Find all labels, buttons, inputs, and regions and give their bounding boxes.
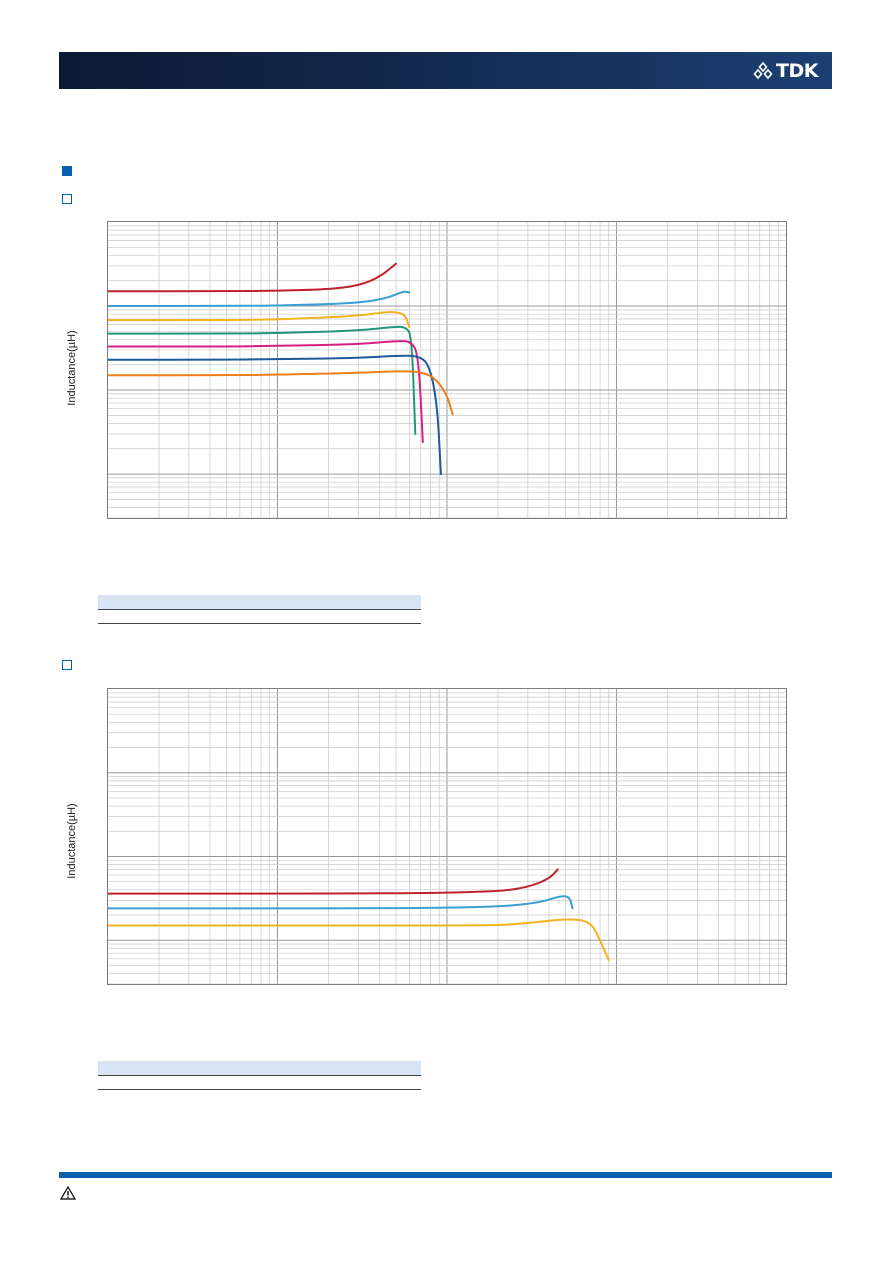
subsection-marker-icon xyxy=(62,194,72,204)
section-marker-icon xyxy=(62,166,72,176)
y-axis-label: Inductance(µH) xyxy=(66,803,78,879)
series-line-1 xyxy=(108,262,397,293)
grid-lines xyxy=(108,689,786,984)
chart-plot-area-1 xyxy=(108,222,786,518)
table-header-row xyxy=(98,1061,421,1075)
series-line-1 xyxy=(108,868,559,895)
series-line-3 xyxy=(108,311,411,329)
series-line-2 xyxy=(108,290,411,307)
series-line-2 xyxy=(108,895,574,910)
subsection-marker-icon xyxy=(62,660,72,670)
grid-lines xyxy=(108,222,786,518)
table-divider xyxy=(98,609,421,610)
series-line-7 xyxy=(108,370,454,416)
footer-bar xyxy=(59,1172,832,1178)
brand-logo: TDK xyxy=(753,61,818,81)
table-divider xyxy=(98,1089,421,1090)
series-line-4 xyxy=(108,325,417,435)
header-bar: TDK xyxy=(59,52,832,89)
inductance-chart-2 xyxy=(107,688,787,985)
inductance-chart-1 xyxy=(107,221,787,519)
series-line-3 xyxy=(108,918,610,961)
series-line-6 xyxy=(108,354,442,476)
table-header-row xyxy=(98,595,421,609)
series-line-5 xyxy=(108,340,424,444)
warning-triangle-icon xyxy=(60,1186,76,1200)
y-axis-label: Inductance(µH) xyxy=(66,330,78,406)
table-divider xyxy=(98,623,421,624)
chart-plot-area-2 xyxy=(108,689,786,984)
table-divider xyxy=(98,1075,421,1076)
logo-text: TDK xyxy=(776,60,818,82)
tdk-diamond-logo-icon xyxy=(753,62,773,80)
